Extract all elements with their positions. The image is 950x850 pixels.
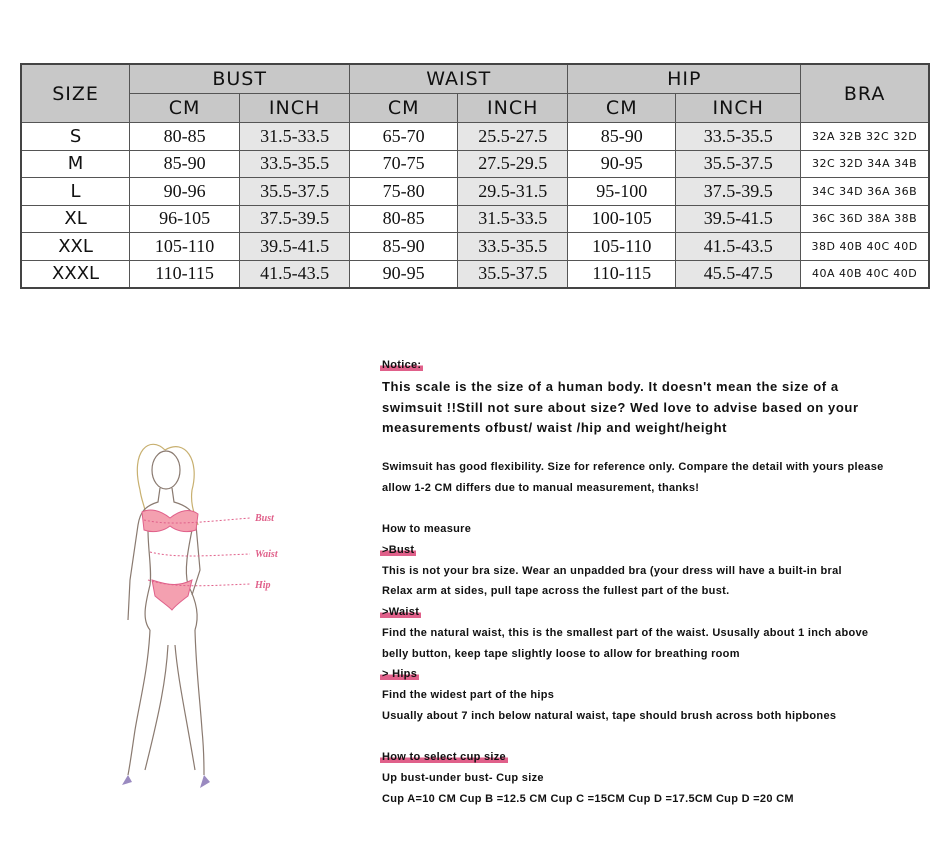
notice-line: This scale is the size of a human body. … (382, 379, 839, 394)
cell-bra: 38D 40B 40C 40D (800, 232, 930, 261)
cell-waist-in: 33.5-35.5 (457, 232, 569, 261)
notice-title: Notice: (380, 359, 424, 371)
flex-line: allow 1-2 CM differs due to manual measu… (382, 482, 700, 494)
bust-line: Relax arm at sides, pull tape across the… (382, 585, 730, 597)
hip-label: Hip (254, 580, 271, 591)
table-row: XXXL 110-115 41.5-43.5 90-95 35.5-37.5 110-11… (20, 259, 930, 289)
cup-line: Cup A=10 CM Cup B =12.5 CM Cup C =15CM C… (382, 793, 794, 805)
cell-hip-cm: 95-100 (567, 177, 677, 206)
hips-line: Usually about 7 inch below natural waist… (382, 710, 837, 722)
waist-line: Find the natural waist, this is the smal… (382, 627, 869, 639)
cell-bust-cm: 85-90 (129, 149, 241, 178)
table-row: XL 96-105 37.5-39.5 80-85 31.5-33.5 100-105 39… (20, 204, 930, 233)
cell-waist-cm: 80-85 (349, 204, 459, 233)
cell-hip-in: 35.5-37.5 (675, 149, 802, 178)
bust-label: Bust (254, 513, 275, 524)
cell-size: XXXL (20, 259, 131, 289)
cell-bra: 36C 36D 38A 38B (800, 204, 930, 233)
table-row: L 90-96 35.5-37.5 75-80 29.5-31.5 95-100 37.5-… (20, 177, 930, 206)
bra-header: BRA (800, 63, 930, 123)
cell-size: XXL (20, 232, 131, 261)
unit-header: CM (567, 93, 677, 123)
cell-hip-cm: 100-105 (567, 204, 677, 233)
size-chart-table: SIZE BUST WAIST HIP BRA CM INCH CM INCH … (20, 63, 930, 289)
table-row: M 85-90 33.5-35.5 70-75 27.5-29.5 90-95 35.5-3… (20, 149, 930, 178)
cell-bust-in: 37.5-39.5 (239, 204, 351, 233)
cell-hip-in: 41.5-43.5 (675, 232, 802, 261)
cell-bust-in: 39.5-41.5 (239, 232, 351, 261)
cell-bra: 40A 40B 40C 40D (800, 259, 930, 289)
cell-size: L (20, 177, 131, 206)
cell-hip-in: 37.5-39.5 (675, 177, 802, 206)
cell-bust-cm: 105-110 (129, 232, 241, 261)
cup-line: Up bust-under bust- Cup size (382, 772, 544, 784)
cell-bra: 32A 32B 32C 32D (800, 122, 930, 151)
cell-bust-cm: 110-115 (129, 259, 241, 289)
unit-header: INCH (239, 93, 351, 123)
cell-hip-in: 45.5-47.5 (675, 259, 802, 289)
waist-line: belly button, keep tape slightly loose t… (382, 648, 740, 660)
waist-header: WAIST (349, 63, 569, 94)
cell-bust-in: 35.5-37.5 (239, 177, 351, 206)
cell-hip-cm: 105-110 (567, 232, 677, 261)
cell-waist-cm: 70-75 (349, 149, 459, 178)
cell-bra: 32C 32D 34A 34B (800, 149, 930, 178)
cell-size: XL (20, 204, 131, 233)
cell-waist-in: 25.5-27.5 (457, 122, 569, 151)
cell-waist-in: 29.5-31.5 (457, 177, 569, 206)
cell-bust-in: 31.5-33.5 (239, 122, 351, 151)
cell-bra: 34C 34D 36A 36B (800, 177, 930, 206)
bust-line: This is not your bra size. Wear an unpad… (382, 565, 842, 577)
unit-header: CM (129, 93, 241, 123)
table-row: XXL 105-110 39.5-41.5 85-90 33.5-35.5 105-110… (20, 232, 930, 261)
cup-title: How to select cup size (380, 751, 508, 763)
cell-hip-cm: 85-90 (567, 122, 677, 151)
size-header: SIZE (20, 63, 131, 123)
cell-waist-cm: 90-95 (349, 259, 459, 289)
cell-waist-cm: 65-70 (349, 122, 459, 151)
waist-title: >Waist (380, 606, 422, 618)
how-to-measure: How to measure (382, 523, 472, 535)
cell-hip-in: 33.5-35.5 (675, 122, 802, 151)
cell-waist-in: 35.5-37.5 (457, 259, 569, 289)
hip-header: HIP (567, 63, 802, 94)
cell-hip-cm: 110-115 (567, 259, 677, 289)
table-row: S 80-85 31.5-33.5 65-70 25.5-27.5 85-90 33.5-3… (20, 122, 930, 151)
notice-line: swimsuit !!Still not sure about size? We… (382, 400, 859, 415)
bust-title: >Bust (380, 544, 417, 556)
cell-bust-cm: 80-85 (129, 122, 241, 151)
hips-line: Find the widest part of the hips (382, 689, 555, 701)
cell-bust-cm: 90-96 (129, 177, 241, 206)
cell-bust-in: 33.5-35.5 (239, 149, 351, 178)
flex-line: Swimsuit has good flexibility. Size for … (382, 461, 884, 473)
cell-bust-cm: 96-105 (129, 204, 241, 233)
cell-size: M (20, 149, 131, 178)
cell-hip-in: 39.5-41.5 (675, 204, 802, 233)
unit-header: CM (349, 93, 459, 123)
cell-bust-in: 41.5-43.5 (239, 259, 351, 289)
cell-waist-in: 27.5-29.5 (457, 149, 569, 178)
cell-size: S (20, 122, 131, 151)
waist-label: Waist (255, 549, 279, 560)
cell-waist-cm: 75-80 (349, 177, 459, 206)
cell-waist-in: 31.5-33.5 (457, 204, 569, 233)
unit-header: INCH (457, 93, 569, 123)
bust-header: BUST (129, 63, 351, 94)
unit-header: INCH (675, 93, 802, 123)
notice-line: measurements ofbust/ waist /hip and weig… (382, 420, 728, 435)
body-measurement-figure: Bust Waist Hip (122, 443, 279, 788)
cell-hip-cm: 90-95 (567, 149, 677, 178)
cell-waist-cm: 85-90 (349, 232, 459, 261)
hips-title: > Hips (380, 668, 420, 680)
